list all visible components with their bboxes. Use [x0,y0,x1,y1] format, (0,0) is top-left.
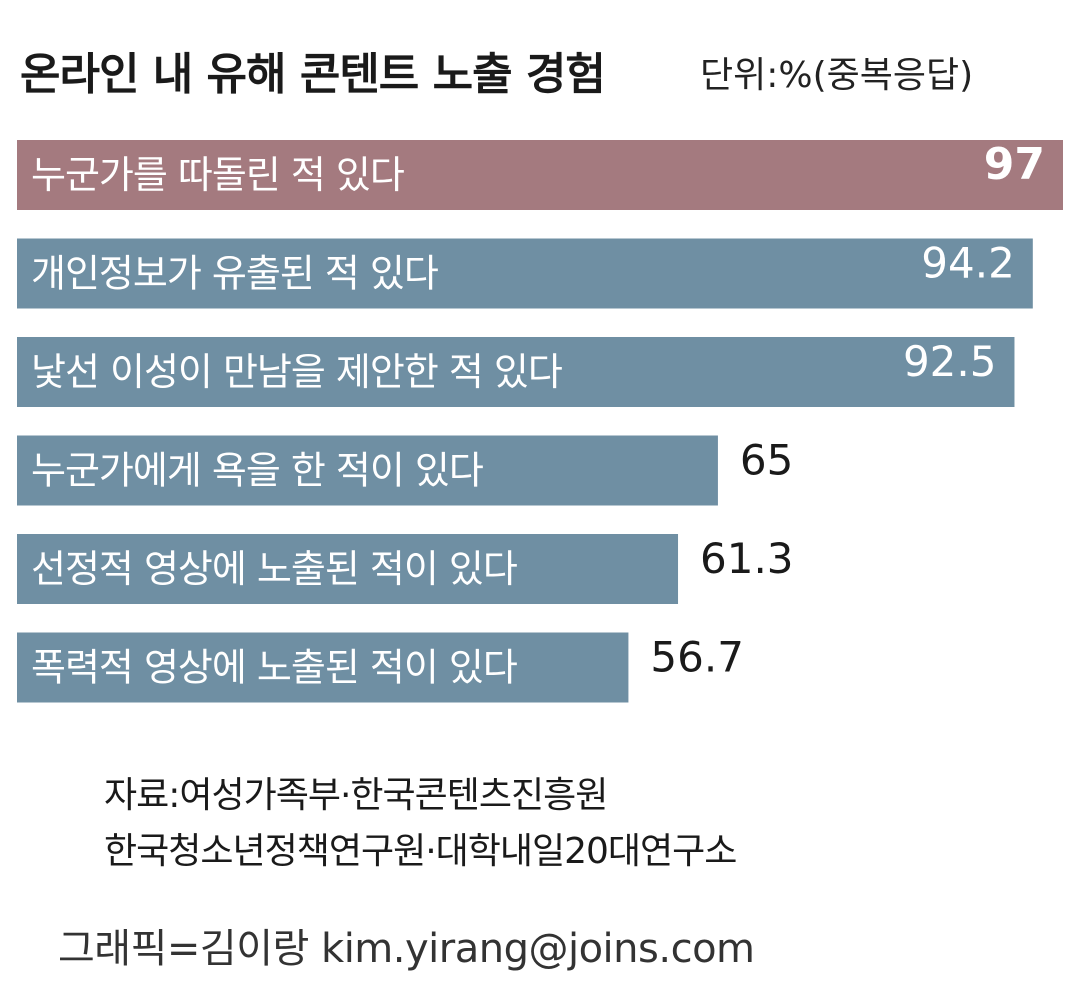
source-line-1: 자료:여성가족부·한국콘텐츠진흥원 [104,775,608,816]
bar-label-3: 누군가에게 욕을 한 적이 있다 [31,449,483,493]
value-label-1: 94.2 [921,239,1015,288]
bar-label-4: 선정적 영상에 노출된 적이 있다 [31,547,517,591]
bar-5 [17,632,629,703]
graphic-credit: 그래픽=김이랑 kim.yirang@joins.com [58,926,755,972]
value-label-4: 61.3 [700,534,794,583]
bar-label-0: 누군가를 따돌린 적 있다 [31,153,404,197]
bar-label-1: 개인정보가 유출된 적 있다 [31,252,438,296]
source-line-2: 한국청소년정책연구원·대학내일20대연구소 [104,831,737,872]
unit-label: 단위:%(중복응답) [700,55,974,96]
value-label-5: 56.7 [650,633,744,682]
bar-0 [17,140,1063,210]
value-label-0: 97 [984,139,1045,190]
source-note: 자료:여성가족부·한국콘텐츠진흥원 한국청소년정책연구원·대학내일20대연구소 [104,768,737,880]
bar-3 [17,435,718,506]
bar-4 [17,534,679,604]
bar-label-5: 폭력적 영상에 노출된 적이 있다 [31,646,517,690]
bar-2 [17,337,1015,407]
value-label-2: 92.5 [903,337,997,386]
bar-label-2: 낯선 이성이 만남을 제안한 적 있다 [31,350,562,394]
value-label-3: 65 [740,436,793,485]
bar-1 [17,238,1033,309]
chart-title: 온라인 내 유해 콘텐트 노출 경험 [20,49,606,100]
